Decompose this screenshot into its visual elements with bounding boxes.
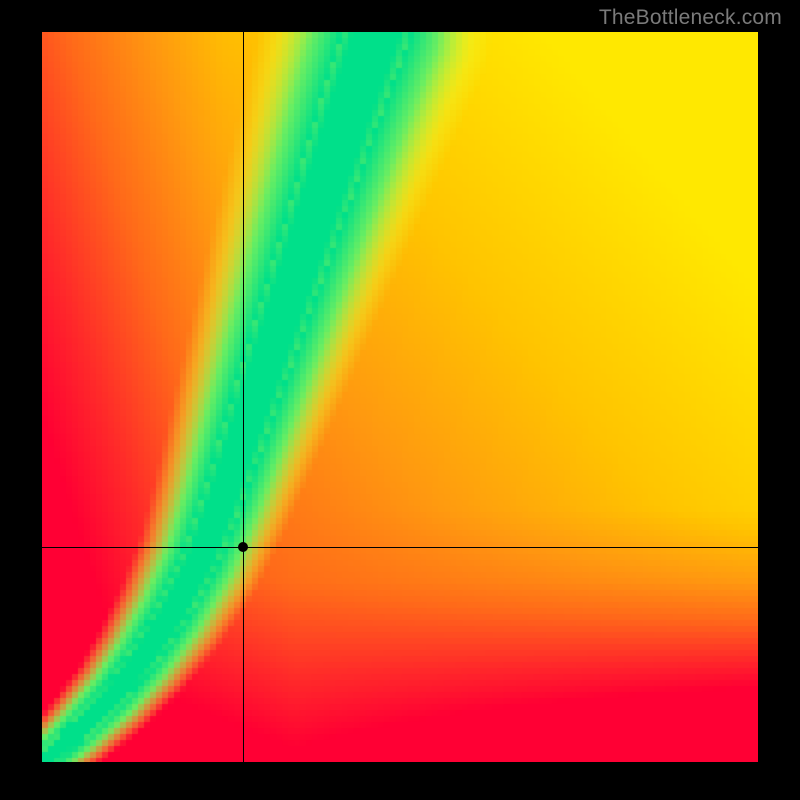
crosshair-horizontal	[42, 547, 758, 548]
crosshair-vertical	[243, 32, 244, 762]
heatmap-canvas	[42, 32, 758, 762]
watermark-text: TheBottleneck.com	[599, 6, 782, 30]
selection-marker	[238, 542, 248, 552]
plot-area	[42, 32, 758, 762]
